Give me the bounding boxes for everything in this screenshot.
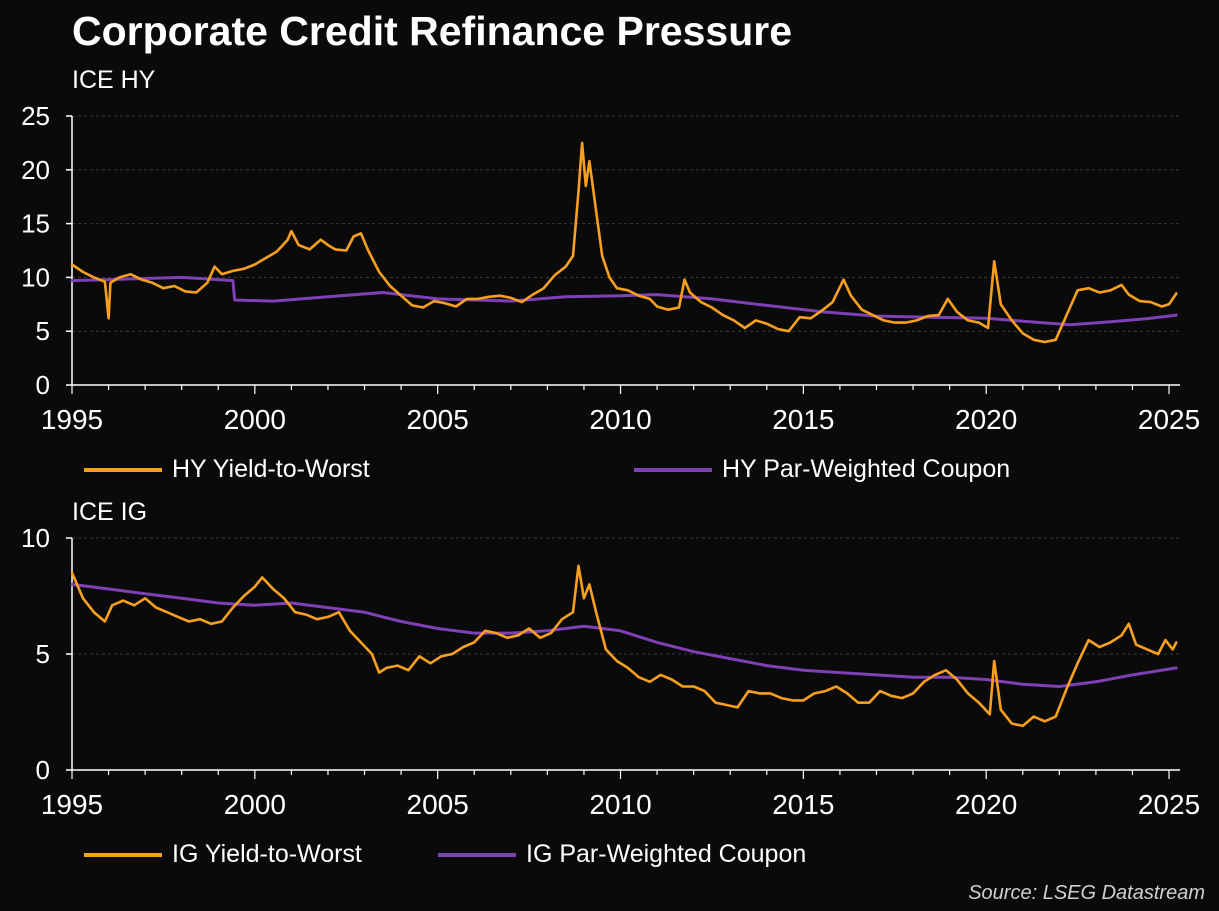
ig-chart: 0 5 10 1995 2000 2005 2010 2015 2020 2025 bbox=[21, 523, 1200, 820]
hy-xtick-label: 2000 bbox=[224, 404, 286, 435]
hy-series-par-weighted-coupon-line bbox=[70, 275, 1178, 327]
ig-panel-title: ICE IG bbox=[72, 498, 148, 526]
hy-xtick-label: 2015 bbox=[772, 404, 834, 435]
hy-xtick-label: 1995 bbox=[41, 404, 103, 435]
hy-xtick-label: 2010 bbox=[589, 404, 651, 435]
ig-series-par-weighted-coupon-line bbox=[70, 582, 1178, 688]
hy-panel-title: ICE HY bbox=[72, 66, 156, 94]
ig-xtick-label: 2000 bbox=[224, 789, 286, 820]
ig-ytick-label: 5 bbox=[36, 639, 50, 669]
legend-hy-coupon: HY Par-Weighted Coupon bbox=[634, 455, 1010, 484]
ig-ytick-label: 0 bbox=[36, 755, 50, 785]
ig-xtick-label: 2005 bbox=[407, 789, 469, 820]
legend-hy-ytw: HY Yield-to-Worst bbox=[84, 455, 370, 484]
chart-title: Corporate Credit Refinance Pressure bbox=[72, 8, 793, 54]
legend-ig-ytw: IG Yield-to-Worst bbox=[84, 840, 362, 869]
legend-swatch-ig-coupon bbox=[438, 852, 516, 857]
ig-xtick-label: 2020 bbox=[955, 789, 1017, 820]
ig-xtick-label: 1995 bbox=[41, 789, 103, 820]
ig-xtick-label: 2010 bbox=[589, 789, 651, 820]
ig-xtick-label: 2015 bbox=[772, 789, 834, 820]
hy-ytick-label: 15 bbox=[21, 209, 50, 239]
hy-ytick-label: 0 bbox=[36, 370, 50, 400]
legend-swatch-hy-coupon bbox=[634, 467, 712, 472]
source-note: Source: LSEG Datastream bbox=[968, 882, 1205, 904]
ig-xtick-label: 2025 bbox=[1138, 789, 1200, 820]
legend-label-ig-ytw: IG Yield-to-Worst bbox=[172, 840, 362, 868]
hy-series-yield-to-worst-line bbox=[70, 141, 1178, 344]
hy-ytick-label: 25 bbox=[21, 101, 50, 131]
hy-ytick-label: 5 bbox=[36, 316, 50, 346]
ig-series-yield-to-worst-line bbox=[70, 564, 1178, 728]
ig-ytick-label: 10 bbox=[21, 523, 50, 553]
legend-label-ig-coupon: IG Par-Weighted Coupon bbox=[526, 840, 807, 868]
legend-swatch-hy-ytw bbox=[84, 467, 162, 472]
hy-ytick-label: 20 bbox=[21, 155, 50, 185]
hy-xtick-label: 2005 bbox=[407, 404, 469, 435]
hy-ytick-label: 10 bbox=[21, 262, 50, 292]
hy-xtick-label: 2020 bbox=[955, 404, 1017, 435]
legend-swatch-ig-ytw bbox=[84, 852, 162, 857]
legend-label-hy-coupon: HY Par-Weighted Coupon bbox=[722, 455, 1011, 483]
legend-ig-coupon: IG Par-Weighted Coupon bbox=[438, 840, 806, 869]
legend-label-hy-ytw: HY Yield-to-Worst bbox=[172, 455, 370, 483]
hy-xtick-label: 2025 bbox=[1138, 404, 1200, 435]
